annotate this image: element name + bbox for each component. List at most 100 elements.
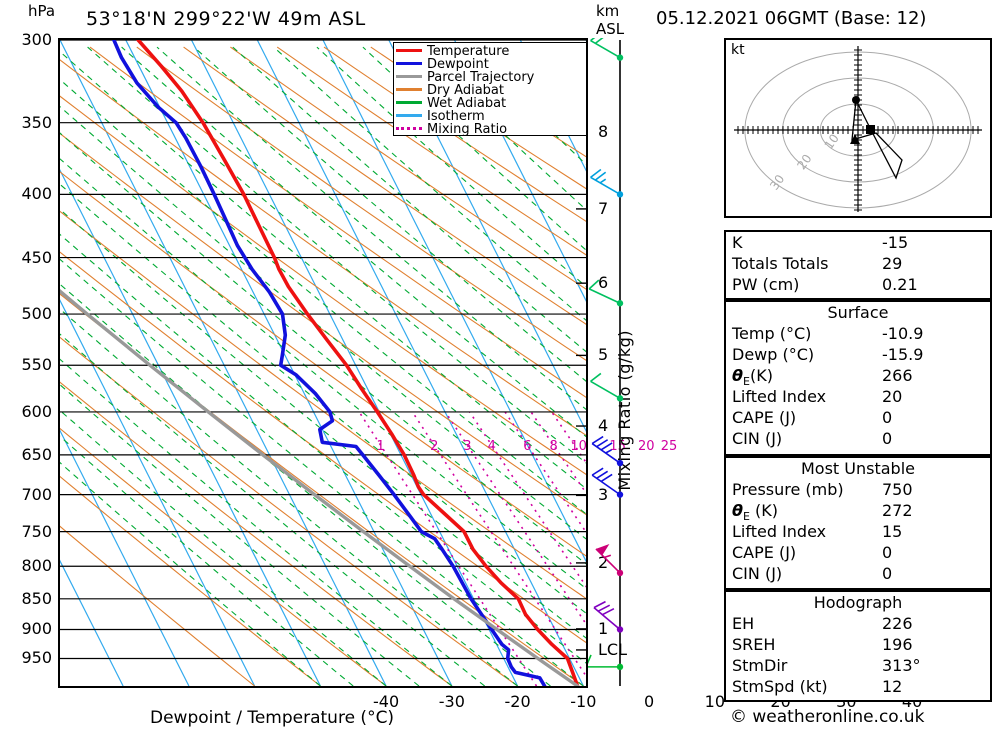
mixing-ratio-label-20: 20 xyxy=(638,438,655,454)
hodograph-ring-label: 10 xyxy=(822,131,842,152)
legend-swatch-icon xyxy=(396,126,422,130)
table-row-key: Dewp (°C) xyxy=(732,345,815,364)
legend-item-label: Temperature xyxy=(427,44,510,59)
table-row: Dewp (°C) -15.9 xyxy=(726,344,990,365)
legend-item-wet-adiabat: Wet Adiabat xyxy=(396,97,586,110)
table-row: EH 226 xyxy=(726,613,990,634)
chart-legend: Temperature Dewpoint Parcel Trajectory Dry … xyxy=(393,42,587,136)
table-row: CAPE (J) 0 xyxy=(726,407,990,428)
wind-barb xyxy=(591,467,624,498)
table-row-key: K xyxy=(732,233,743,252)
altitude-reference-label: ASL xyxy=(596,20,625,38)
table-row-value: 20 xyxy=(882,387,903,406)
legend-item-label: Wet Adiabat xyxy=(427,96,507,111)
wind-barb xyxy=(588,279,624,307)
table-row-key: Lifted Index xyxy=(732,522,827,541)
altitude-tick-4: 4 xyxy=(598,416,609,436)
table-row-value: 12 xyxy=(882,677,903,696)
table-title: Most Unstable xyxy=(801,459,915,478)
legend-item-mixing-ratio: Mixing Ratio xyxy=(396,123,586,136)
temperature-tick--10: -10 xyxy=(570,692,597,711)
wind-barb-column xyxy=(588,38,624,686)
table-row-key: PW (cm) xyxy=(732,275,800,294)
legend-item-parcel-trajectory: Parcel Trajectory xyxy=(396,71,586,84)
legend-item-dry-adiabat: Dry Adiabat xyxy=(396,84,586,97)
pressure-tick-400: 400 xyxy=(21,184,52,204)
legend-item-label: Dry Adiabat xyxy=(427,83,504,98)
info-panel: 05.12.2021 06GMT (Base: 12) kt 10 20 30 K -… xyxy=(648,0,1000,733)
altitude-tick-1: 1 xyxy=(598,618,609,638)
pressure-tick-700: 700 xyxy=(21,484,52,504)
hodograph-stats-table: Hodograph EH 226 SREH 196 StmDir 313° StmSpd (k… xyxy=(724,590,992,702)
table-row-key: CAPE (J) xyxy=(732,408,797,427)
wind-barb xyxy=(588,654,624,671)
pressure-unit-label: hPa xyxy=(28,2,56,20)
table-row-value: 0 xyxy=(882,408,893,427)
wind-barb xyxy=(593,600,624,633)
table-row-value: 0.21 xyxy=(882,275,918,294)
most-unstable-parcel-table: Most Unstable Pressure (mb) 750 θE (K) 272 Li… xyxy=(724,456,992,590)
table-row: θE(K) 266 xyxy=(726,365,990,388)
altitude-tick-8: 8 xyxy=(598,121,609,141)
table-title: Hodograph xyxy=(813,593,903,612)
mixing-ratio-label-4: 4 xyxy=(487,438,496,454)
table-row-key: Pressure (mb) xyxy=(732,480,844,499)
table-row-key: θE(K) xyxy=(732,366,773,389)
pressure-tick-750: 750 xyxy=(21,521,52,541)
altitude-tick-5: 5 xyxy=(598,345,609,365)
legend-swatch-icon xyxy=(396,74,422,78)
pressure-tick-900: 900 xyxy=(21,619,52,639)
pressure-tick-950: 950 xyxy=(21,648,52,668)
altitude-tick-6: 6 xyxy=(598,273,609,293)
table-row: StmSpd (kt) 12 xyxy=(726,676,990,697)
surface-parcel-table: Surface Temp (°C) -10.9 Dewp (°C) -15.9 θE(K)… xyxy=(724,300,992,456)
table-row-key: Temp (°C) xyxy=(732,324,812,343)
pressure-tick-850: 850 xyxy=(21,588,52,608)
copyright-footer: © weatheronline.co.uk xyxy=(730,707,925,727)
legend-swatch-icon xyxy=(396,100,422,104)
legend-swatch-icon xyxy=(396,87,422,91)
table-row-value: 226 xyxy=(882,614,913,633)
table-row: CIN (J) 0 xyxy=(726,428,990,449)
legend-item-temperature: Temperature xyxy=(396,45,586,58)
table-row: StmDir 313° xyxy=(726,655,990,676)
skewt-plot-svg xyxy=(60,40,586,686)
temperature-tick--20: -20 xyxy=(504,692,531,711)
temperature-tick--30: -30 xyxy=(438,692,465,711)
legend-item-label: Dewpoint xyxy=(427,57,489,72)
temperature-tick--40: -40 xyxy=(373,692,400,711)
table-row: Temp (°C) -10.9 xyxy=(726,323,990,344)
table-row-key: EH xyxy=(732,614,755,633)
table-row-key: CIN (J) xyxy=(732,429,783,448)
mixing-ratio-label-25: 25 xyxy=(660,438,678,454)
table-row-value: -10.9 xyxy=(882,324,924,343)
pressure-tick-600: 600 xyxy=(21,401,52,421)
temperature-tick-0: 0 xyxy=(644,692,655,711)
legend-item-dewpoint: Dewpoint xyxy=(396,58,586,71)
wind-barb xyxy=(591,435,624,467)
mixing-ratio-label-1: 1 xyxy=(376,438,385,454)
stability-indices-table: K -15 Totals Totals 29 PW (cm) 0.21 xyxy=(724,230,992,300)
table-row-key: Lifted Index xyxy=(732,387,827,406)
pressure-tick-450: 450 xyxy=(21,247,52,267)
table-row-value: 0 xyxy=(882,543,893,562)
hodograph-panel: kt 10 20 30 xyxy=(724,38,992,218)
table-row: CAPE (J) 0 xyxy=(726,542,990,563)
pressure-tick-300: 300 xyxy=(21,30,52,49)
table-row-value: 15 xyxy=(882,522,903,541)
forecast-datetime: 05.12.2021 06GMT (Base: 12) xyxy=(656,8,927,29)
table-row-value: 0 xyxy=(882,429,893,448)
mixing-ratio-label-2: 2 xyxy=(430,438,439,454)
legend-swatch-icon xyxy=(396,48,422,52)
pressure-tick-800: 800 xyxy=(21,556,52,576)
wind-barb xyxy=(590,38,624,61)
wind-barb xyxy=(595,543,624,577)
table-row-key: θE (K) xyxy=(732,501,779,524)
table-title: Surface xyxy=(827,303,889,322)
table-row-value: 750 xyxy=(882,480,913,499)
table-row: SREH 196 xyxy=(726,634,990,655)
table-row-key: SREH xyxy=(732,635,776,654)
mixing-ratio-label-8: 8 xyxy=(549,438,558,454)
legend-item-label: Mixing Ratio xyxy=(427,122,508,137)
